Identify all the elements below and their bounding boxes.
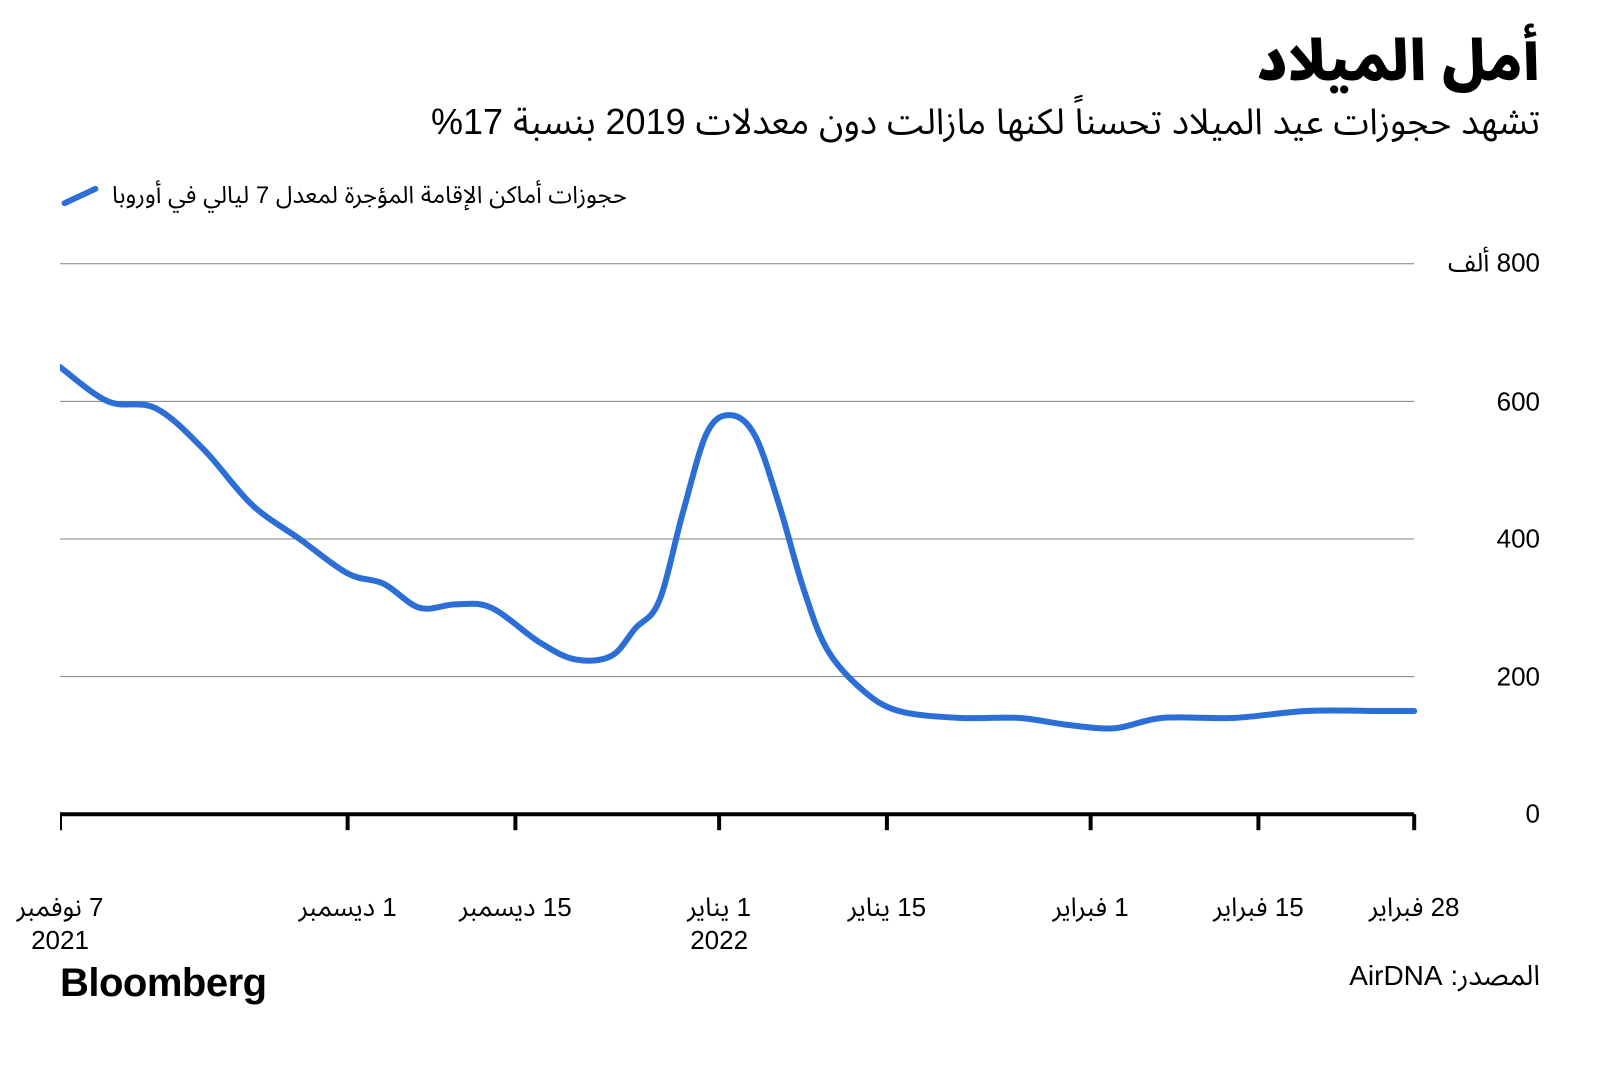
y-tick-label: 0: [1526, 799, 1540, 830]
chart-page: أمل الميلاد تشهد حجوزات عيد الميلاد تحسن…: [0, 0, 1600, 1066]
x-tick-label: 1 فبراير: [1053, 891, 1129, 924]
source-text: المصدر: AirDNA: [1349, 947, 1540, 1006]
x-tick-label: 28 فبراير: [1369, 891, 1460, 924]
x-tick-label: 15 يناير: [848, 891, 926, 924]
chart-area: 0200400600800 ألف: [60, 251, 1540, 891]
y-tick-label: 400: [1497, 524, 1540, 555]
chart-subtitle: تشهد حجوزات عيد الميلاد تحسناً لكنها ماز…: [60, 98, 1540, 147]
legend-label: حجوزات أماكن الإقامة المؤجرة لمعدل 7 ليا…: [112, 170, 627, 221]
x-tick-label: 1 ديسمبر: [299, 891, 397, 924]
y-tick-label: 800 ألف: [1448, 236, 1540, 291]
legend: حجوزات أماكن الإقامة المؤجرة لمعدل 7 ليا…: [60, 170, 1540, 221]
footer: Bloomberg المصدر: AirDNA: [60, 947, 1540, 1006]
brand-logo: Bloomberg: [60, 961, 267, 1006]
chart-svg: [60, 251, 1540, 891]
legend-swatch: [61, 185, 100, 207]
x-tick-label: 15 فبراير: [1213, 891, 1304, 924]
x-tick-label: 15 ديسمبر: [459, 891, 572, 924]
y-tick-label: 200: [1497, 661, 1540, 692]
chart-title: أمل الميلاد: [60, 30, 1540, 92]
y-tick-label: 600: [1497, 386, 1540, 417]
